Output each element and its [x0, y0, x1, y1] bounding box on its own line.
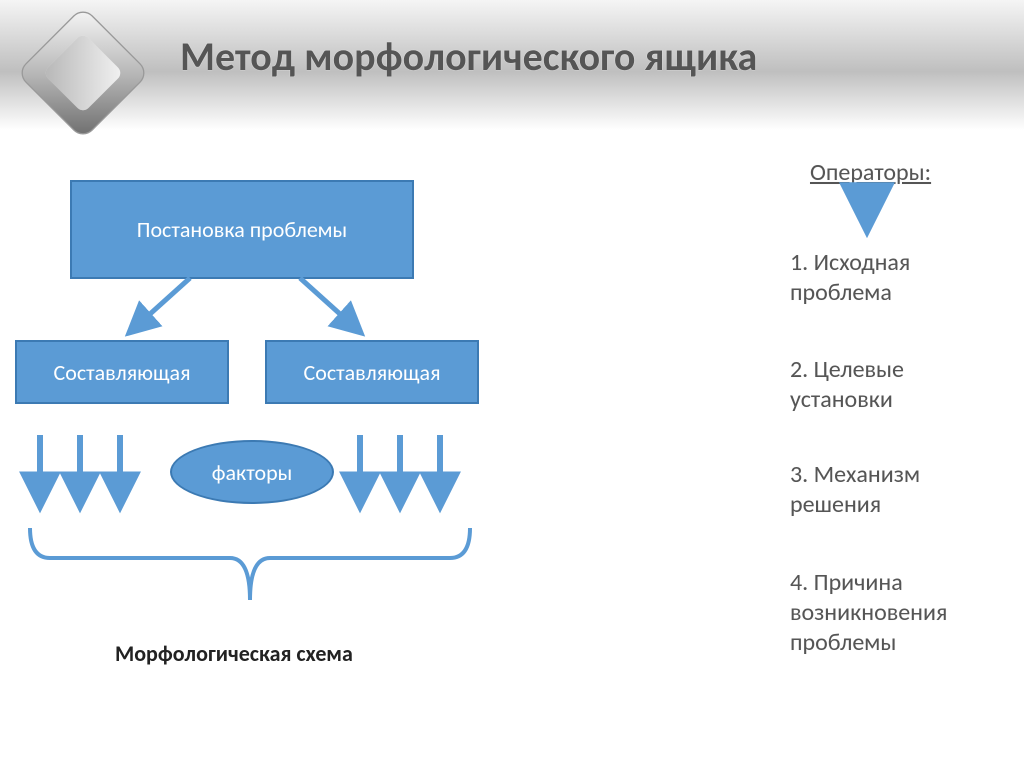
node-label: Составляющая: [303, 359, 440, 386]
node-component-left: Составляющая: [15, 340, 229, 404]
node-label: факторы: [212, 459, 293, 486]
scheme-caption: Морфологическая схема: [115, 640, 353, 667]
logo-icon: [18, 8, 148, 138]
operator-item-2: 2. Целевые установки: [790, 355, 1000, 415]
operator-item-4: 4. Причина возникновения проблемы: [790, 568, 1000, 658]
operator-item-3: 3. Механизм решения: [790, 460, 1000, 520]
page-title: Метод морфологического ящика: [180, 32, 757, 81]
node-label: Постановка проблемы: [137, 216, 347, 243]
node-label: Составляющая: [53, 359, 190, 386]
operator-item-1: 1. Исходная проблема: [790, 248, 1000, 308]
node-problem-statement: Постановка проблемы: [70, 180, 414, 279]
node-component-right: Составляющая: [265, 340, 479, 404]
operators-heading: Операторы:: [810, 158, 931, 187]
node-factors: факторы: [170, 440, 334, 504]
